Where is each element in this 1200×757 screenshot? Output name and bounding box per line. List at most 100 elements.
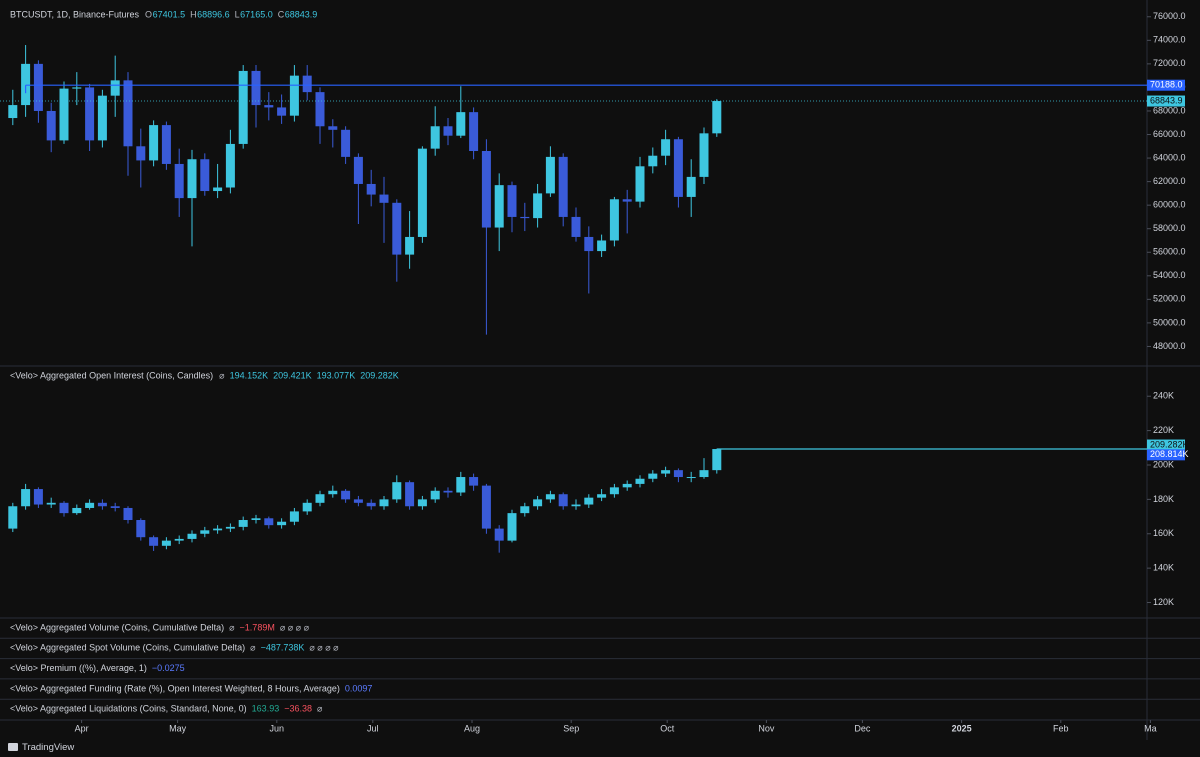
y-tick-label: 64000.0 <box>1153 152 1186 162</box>
candle-body <box>33 489 43 505</box>
candle-body <box>520 506 530 514</box>
candle-body <box>341 490 351 500</box>
indicator-value: 163.93 <box>252 704 280 714</box>
candle-body <box>46 502 56 505</box>
candle-body <box>430 126 440 149</box>
oi-title: <Velo> Aggregated Open Interest (Coins, … <box>10 370 213 380</box>
indicator-value: −487.738K <box>261 643 305 653</box>
candle-body <box>8 105 18 119</box>
ohlc-value: 67401.5 <box>153 9 186 19</box>
level-label: 68843.9 <box>1150 95 1183 105</box>
candle-body <box>648 155 658 167</box>
level-label: 70188.0 <box>1150 80 1183 90</box>
candle-body <box>469 112 479 151</box>
indicator-value: ⌀ <box>317 704 323 714</box>
candle-body <box>264 105 274 108</box>
x-tick-label: Jun <box>270 723 285 733</box>
oi-legend-value: 209.421K <box>273 370 312 380</box>
candle-body <box>545 156 555 194</box>
candle-body <box>136 520 146 538</box>
candle-body <box>46 110 56 141</box>
candle-body <box>379 499 389 507</box>
candle-body <box>21 63 31 106</box>
y-tick-label: 58000.0 <box>1153 223 1186 233</box>
candle-body <box>699 133 709 177</box>
indicator-label: <Velo> Aggregated Volume (Coins, Cumulat… <box>10 622 224 632</box>
candle-body <box>277 521 287 526</box>
ohlc-value: 67165.0 <box>240 9 273 19</box>
candle-body <box>353 499 363 503</box>
x-tick-label: May <box>169 723 187 733</box>
candle-body <box>571 504 581 507</box>
indicator-label: <Velo> Premium ((%), Average, 1) <box>10 663 147 673</box>
candle-body <box>405 482 415 507</box>
x-tick-label: 2025 <box>952 723 972 733</box>
candle-body <box>225 143 235 188</box>
candle-body <box>366 183 376 195</box>
ohlc-value: 68843.9 <box>285 9 318 19</box>
candle-body <box>712 449 722 471</box>
level-label: 209.282K <box>1150 439 1189 449</box>
y-tick-label: 220K <box>1153 425 1174 435</box>
candle-body <box>673 470 683 478</box>
candle-body <box>85 502 95 508</box>
candle-body <box>289 75 299 116</box>
y-tick-label: 160K <box>1153 528 1174 538</box>
logo <box>8 743 18 751</box>
candle-body <box>494 185 504 228</box>
candle-body <box>686 176 696 197</box>
candle-body <box>59 88 69 141</box>
candle-body <box>609 487 619 495</box>
candle-body <box>584 236 594 252</box>
footer: TradingView <box>8 742 74 753</box>
x-tick-label: Nov <box>758 723 775 733</box>
candle-body <box>417 499 427 507</box>
candle-body <box>187 533 197 539</box>
oi-legend-value: ⌀ <box>219 370 225 380</box>
candle-body <box>289 511 299 522</box>
y-tick-label: 48000.0 <box>1153 341 1186 351</box>
oi-legend-value: 209.282K <box>360 370 399 380</box>
y-tick-label: 54000.0 <box>1153 270 1186 280</box>
candle-body <box>149 125 159 161</box>
candle-body <box>609 199 619 241</box>
candle-body <box>481 151 491 228</box>
y-tick-label: 74000.0 <box>1153 35 1186 45</box>
candle-body <box>584 497 594 505</box>
candle-body <box>661 139 671 156</box>
candle-body <box>8 506 18 529</box>
candle-body <box>328 126 338 130</box>
candle-body <box>110 80 120 96</box>
oi-legend-value: 194.152K <box>230 370 269 380</box>
candle-body <box>392 202 402 255</box>
candle-body <box>520 216 530 219</box>
candle-body <box>481 485 491 529</box>
candle-body <box>277 107 287 116</box>
candle-body <box>213 528 223 531</box>
y-tick-label: 72000.0 <box>1153 58 1186 68</box>
candle-body <box>366 502 376 507</box>
indicator-value: −1.789M <box>240 622 275 632</box>
candle-body <box>405 236 415 255</box>
candle-body <box>161 540 171 546</box>
candle-body <box>238 520 248 527</box>
oi-legend-value: 193.077K <box>317 370 356 380</box>
candle-body <box>545 494 555 500</box>
x-tick-label: Oct <box>660 723 675 733</box>
candle-body <box>686 477 696 479</box>
candle-body <box>507 513 517 541</box>
candle-body <box>302 502 312 512</box>
ohlc-letter: C <box>278 9 285 19</box>
candle-body <box>123 80 133 147</box>
candle-body <box>200 530 210 534</box>
candle-body <box>648 473 658 479</box>
candle-body <box>622 199 632 202</box>
candle-body <box>123 507 133 521</box>
y-tick-label: 120K <box>1153 597 1174 607</box>
candle-body <box>494 528 504 541</box>
y-tick-label: 66000.0 <box>1153 129 1186 139</box>
candle-body <box>85 87 95 141</box>
candle-body <box>136 146 146 161</box>
